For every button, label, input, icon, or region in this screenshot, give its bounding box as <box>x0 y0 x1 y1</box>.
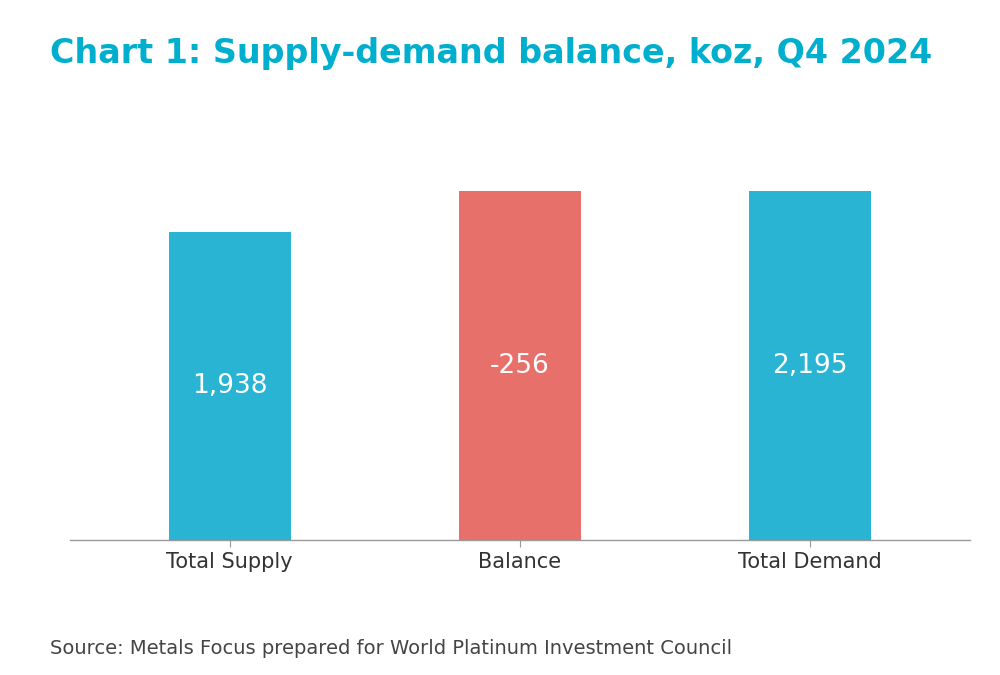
Text: Source: Metals Focus prepared for World Platinum Investment Council: Source: Metals Focus prepared for World … <box>50 639 732 658</box>
Text: Chart 1: Supply-demand balance, koz, Q4 2024: Chart 1: Supply-demand balance, koz, Q4 … <box>50 37 932 70</box>
Bar <box>459 192 581 540</box>
Text: 1,938: 1,938 <box>192 373 267 399</box>
Bar <box>749 192 871 540</box>
Text: 2,195: 2,195 <box>773 353 848 379</box>
Bar <box>169 232 291 540</box>
Text: -256: -256 <box>490 353 550 379</box>
